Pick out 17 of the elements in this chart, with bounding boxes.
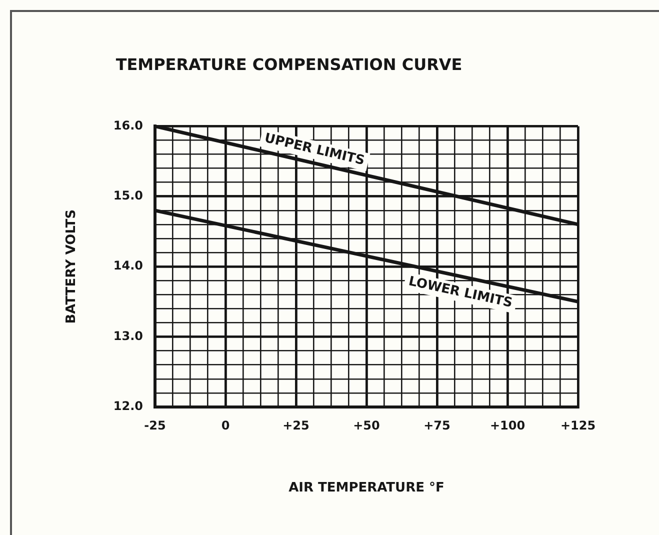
x-tick-label: +50 xyxy=(353,418,380,432)
x-tick-label: +25 xyxy=(282,418,310,432)
x-tick-label: +100 xyxy=(490,418,526,432)
x-tick-label: 0 xyxy=(221,418,230,432)
x-tick-label: +75 xyxy=(424,418,450,432)
x-axis-title: AIR TEMPERATURE °F xyxy=(288,480,444,496)
text: LOWER LIMITS xyxy=(407,274,514,312)
y-tick-label: 13.0 xyxy=(113,328,143,343)
chart-title: TEMPERATURE COMPENSATION CURVE xyxy=(116,54,462,74)
x-tick-label: +125 xyxy=(560,418,596,432)
y-axis-title: BATTERY VOLTS xyxy=(64,209,80,324)
text: UPPER LIMITS xyxy=(263,130,366,169)
y-tick-label: 12.0 xyxy=(113,399,143,414)
x-tick-label: -25 xyxy=(144,418,166,432)
y-tick-label: 15.0 xyxy=(113,188,143,203)
y-tick-label: 14.0 xyxy=(113,258,143,273)
y-tick-label: 16.0 xyxy=(113,118,143,132)
